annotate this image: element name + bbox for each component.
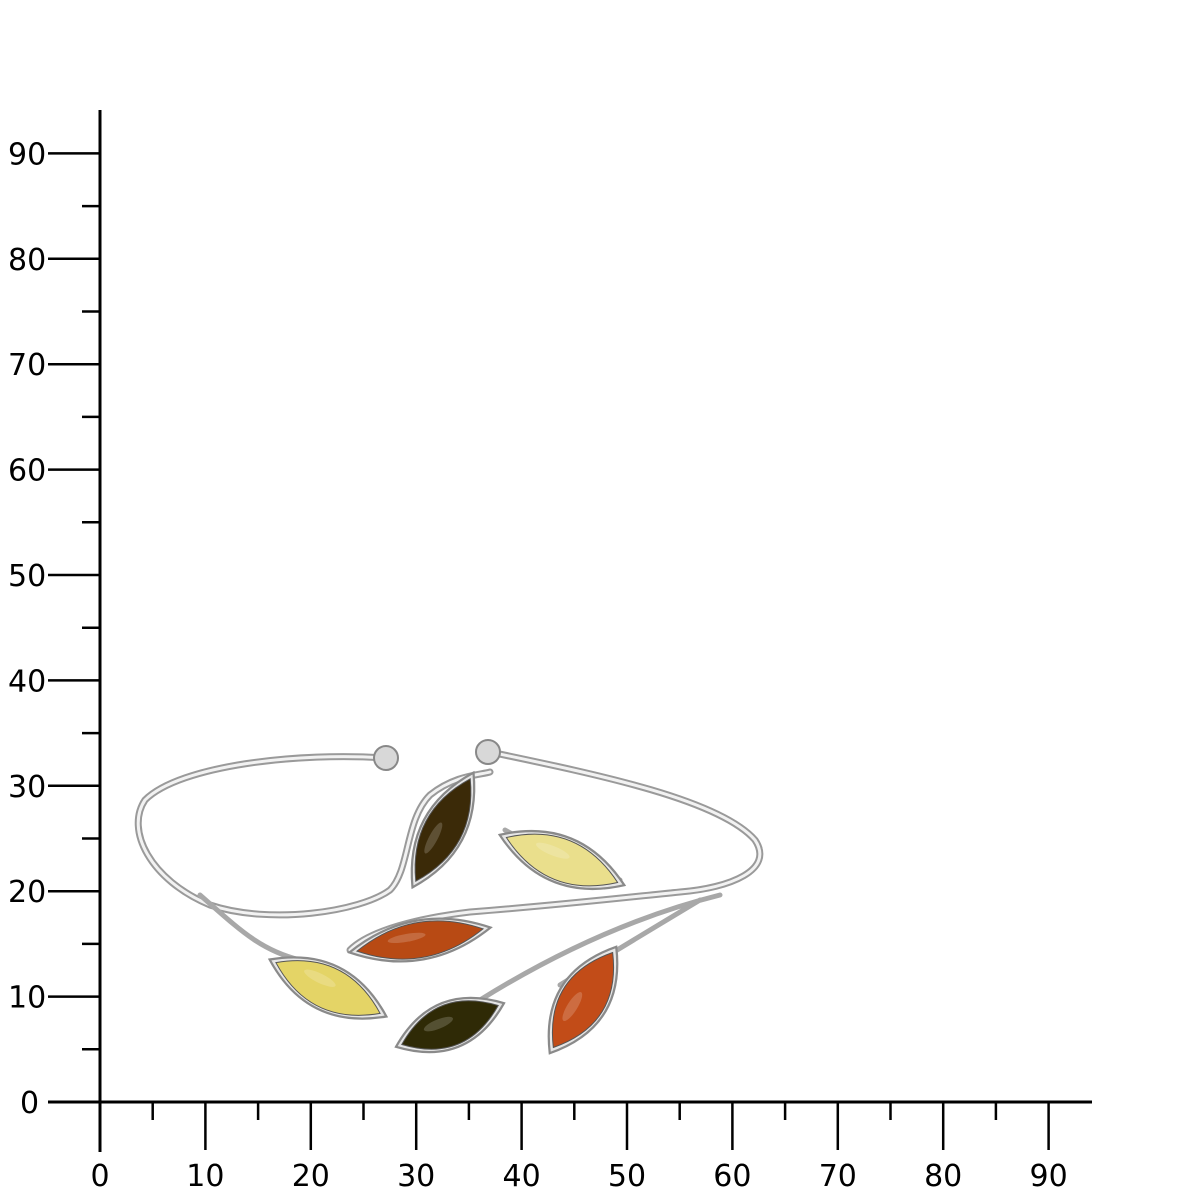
y-tick-label: 90 [8,137,46,172]
bracelet-end-ball-right [475,739,501,765]
amber-stone [394,996,506,1054]
x-tick-label: 0 [90,1159,109,1194]
amber-leaf-bracelet-image [134,739,764,1055]
bracelet-branch [197,827,723,1003]
y-tick-label: 50 [8,559,46,594]
x-tick-label: 90 [1030,1159,1068,1194]
y-tick-label: 60 [8,454,46,489]
x-tick-label: 30 [397,1159,435,1194]
y-tick-label: 70 [8,348,46,383]
x-tick-label: 10 [186,1159,224,1194]
x-tick-label: 50 [608,1159,646,1194]
x-tick-label: 40 [503,1159,541,1194]
axes [48,110,1092,1152]
bracelet-end-ball-left [373,745,399,771]
x-tick-label: 20 [292,1159,330,1194]
amber-stone [347,917,493,963]
y-tick-label: 40 [8,664,46,699]
y-tick-label: 10 [8,981,46,1016]
y-tick-label: 30 [8,770,46,805]
x-tick-label: 80 [924,1159,962,1194]
amber-stone [547,945,619,1055]
y-tick-label: 20 [8,875,46,910]
x-tick-label: 60 [713,1159,751,1194]
y-tick-label: 80 [8,243,46,278]
amber-stone [267,956,389,1020]
amber-stone [410,770,476,890]
y-tick-label: 0 [20,1086,39,1121]
x-tick-label: 70 [819,1159,857,1194]
amber-stone [497,829,627,891]
